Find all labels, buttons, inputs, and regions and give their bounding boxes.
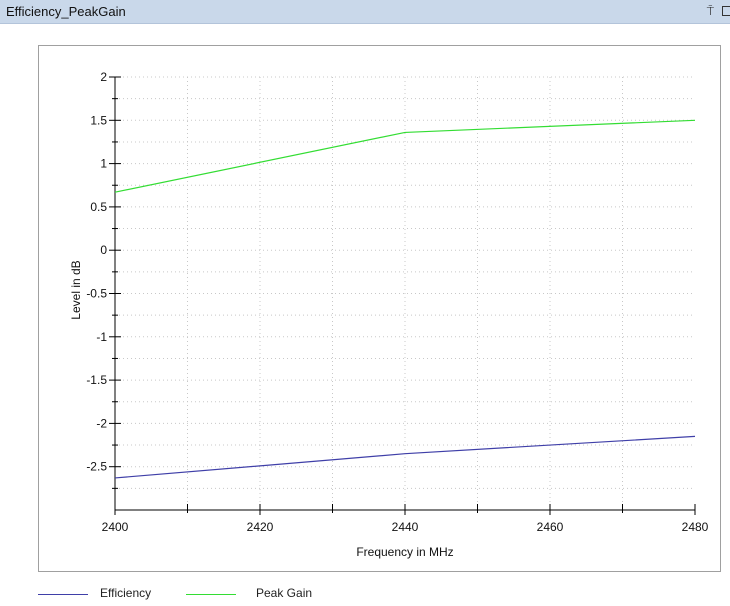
- x-tick-label: 2440: [392, 520, 419, 534]
- legend-label-efficiency: Efficiency: [100, 586, 152, 600]
- x-axis-label: Frequency in MHz: [356, 545, 453, 559]
- x-tick-label: 2420: [247, 520, 274, 534]
- float-window-icon[interactable]: [722, 6, 730, 16]
- series-layer: [114, 119, 696, 479]
- axis-layer: 2 1.5 1 0.5 0 -0.5 -1 -1.5 -2 -2.5 2400 2420 2440 246…: [86, 70, 708, 534]
- legend-swatch-peak-gain: [186, 594, 236, 595]
- legend-swatch-efficiency: [38, 594, 88, 595]
- series-line-peak-gain: [114, 119, 696, 193]
- chart-frame: [38, 45, 721, 572]
- x-tick-label: 2460: [537, 520, 564, 534]
- y-tick-label: 2: [100, 70, 107, 84]
- y-tick-label: -0.5: [86, 287, 107, 301]
- pin-icon[interactable]: ⍑: [706, 4, 714, 18]
- window-title: Efficiency_PeakGain: [6, 4, 126, 19]
- legend-label-peak-gain: Peak Gain: [256, 586, 313, 600]
- y-tick-label: 0.5: [90, 200, 107, 214]
- y-tick-label: -1: [96, 330, 107, 344]
- y-tick-label: 1.5: [90, 113, 107, 127]
- grid-layer: [115, 76, 695, 510]
- y-tick-label: -2: [96, 416, 107, 430]
- y-axis-label: Level in dB: [69, 260, 83, 319]
- series-line-efficiency: [114, 435, 696, 479]
- y-tick-label: 0: [100, 243, 107, 257]
- y-tick-label: -1.5: [86, 373, 107, 387]
- y-tick-label: 1: [100, 157, 107, 171]
- x-tick-label: 2400: [102, 520, 129, 534]
- window-titlebar: Efficiency_PeakGain ⍑: [0, 0, 730, 24]
- y-tick-label: -2.5: [86, 460, 107, 474]
- line-chart: 2 1.5 1 0.5 0 -0.5 -1 -1.5 -2 -2.5 2400 2420 2440 246…: [69, 70, 709, 559]
- x-tick-label: 2480: [682, 520, 709, 534]
